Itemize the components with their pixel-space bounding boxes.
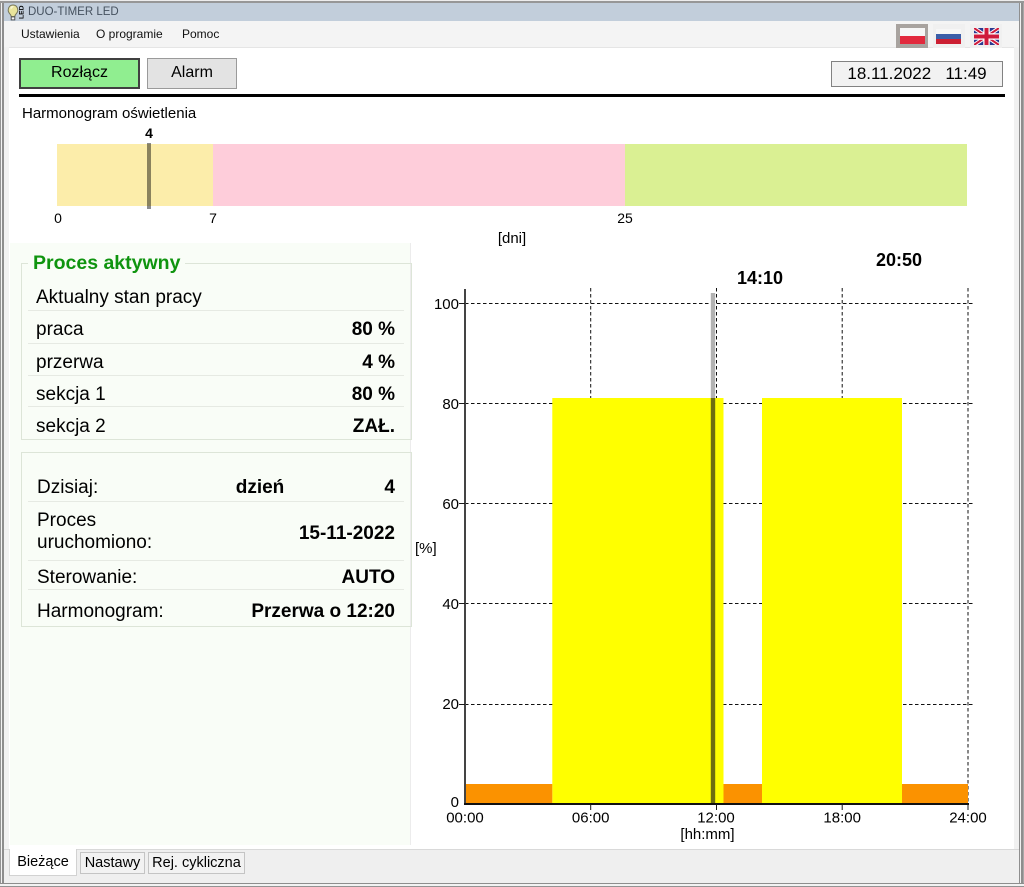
svg-text:06:00: 06:00	[572, 810, 610, 827]
svg-text:60: 60	[442, 496, 459, 513]
svg-text:18:00: 18:00	[823, 810, 861, 827]
svg-text:20:50: 20:50	[876, 250, 922, 270]
svg-text:20: 20	[442, 696, 459, 713]
svg-text:LED: LED	[19, 5, 26, 19]
svg-text:00:00: 00:00	[446, 810, 484, 827]
svg-text:[hh:mm]: [hh:mm]	[680, 826, 734, 843]
svg-text:12:00: 12:00	[697, 810, 735, 827]
svg-text:24:00: 24:00	[949, 810, 987, 827]
svg-text:0: 0	[451, 794, 459, 811]
svg-text:100: 100	[434, 296, 459, 313]
svg-text:40: 40	[442, 596, 459, 613]
svg-text:[%]: [%]	[415, 540, 437, 557]
svg-text:14:10: 14:10	[737, 268, 783, 288]
svg-text:80: 80	[442, 396, 459, 413]
